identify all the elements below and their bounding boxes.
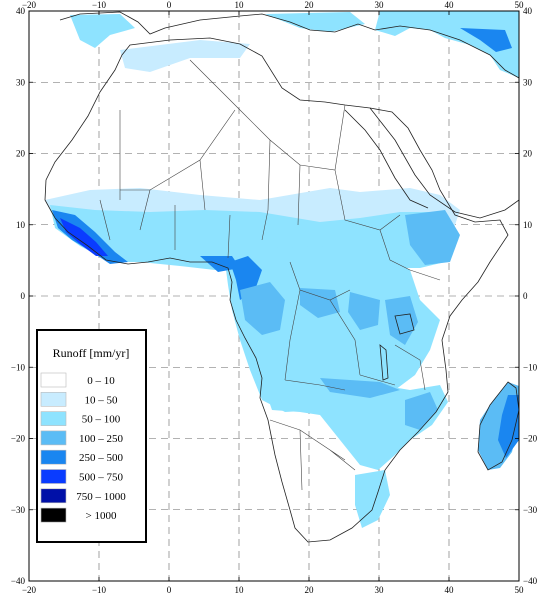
lat-tick-label-right: −20 (523, 434, 538, 444)
lat-tick-label-left: −10 (11, 362, 26, 372)
lon-tick-label-bottom: −10 (92, 585, 107, 595)
lon-tick-label-top: 30 (375, 0, 385, 10)
legend-swatch (40, 469, 67, 484)
runoff-zambezi (260, 375, 448, 470)
lon-tick-label-top: 10 (235, 0, 245, 10)
runoff-zambia-band (320, 378, 400, 398)
lat-tick-label-right: 40 (523, 6, 533, 16)
runoff-maghreb (120, 40, 250, 72)
lake-tanganyika (379, 344, 389, 381)
coastline-layer (44, 11, 519, 543)
arabia-coast (369, 107, 519, 219)
africa-coastline (44, 37, 509, 543)
lon-tick-label-bottom: 30 (375, 585, 385, 595)
runoff-nigeria-delta (200, 256, 240, 272)
lon-tick-label-top: 40 (445, 0, 455, 10)
legend-label: 0 – 10 (87, 375, 115, 387)
legend-title: Runoff [mm/yr] (53, 346, 130, 360)
lat-tick-label-left: 0 (21, 291, 26, 301)
lat-tick-label-left: −40 (11, 576, 26, 586)
right-axis-ticks: 40 30 20 10 0 −10 −20 −30 −40 (515, 6, 538, 586)
lon-tick-label-top: −20 (22, 0, 37, 10)
lat-tick-label-left: 40 (16, 6, 26, 16)
legend: Runoff [mm/yr] 0 – 10 10 – 50 50 – 100 100 … (36, 329, 147, 543)
europe-coast (59, 11, 519, 79)
legend-label: 10 – 50 (85, 394, 119, 406)
legend-label: > 1000 (86, 510, 117, 522)
legend-swatch (40, 507, 67, 523)
legend-label: 50 – 100 (82, 414, 121, 426)
lat-tick-label-left: 10 (16, 220, 26, 230)
runoff-shading (45, 11, 519, 528)
lat-tick-label-left: −30 (11, 505, 26, 515)
legend-swatch (40, 411, 67, 426)
runoff-congo-east (348, 292, 380, 330)
lake-victoria (394, 313, 415, 335)
lon-tick-label-top: 0 (167, 0, 172, 10)
border-layer (99, 59, 441, 491)
lon-tick-label-bottom: 50 (515, 585, 525, 595)
legend-label: 500 – 750 (79, 472, 124, 484)
legend-items: 0 – 10 10 – 50 50 – 100 100 – 250 250 – 500 5… (40, 372, 126, 523)
runoff-sa-coast (355, 470, 390, 528)
legend-swatch (40, 449, 67, 465)
lat-tick-label-right: 0 (523, 291, 528, 301)
red-sea-west (344, 109, 429, 209)
lat-tick-label-right: −10 (523, 362, 538, 372)
lon-tick-label-bottom: 10 (235, 585, 245, 595)
lat-tick-label-right: −30 (523, 505, 538, 515)
lat-tick-label-left: −20 (11, 434, 26, 444)
runoff-lakes (385, 296, 418, 345)
lon-tick-label-top: −10 (92, 0, 107, 10)
legend-swatch (40, 391, 67, 407)
legend-label: 100 – 250 (79, 433, 124, 445)
lon-tick-label-top: 20 (305, 0, 315, 10)
madagascar-coast (477, 381, 519, 471)
legend-swatch (40, 430, 67, 446)
runoff-italy (265, 12, 365, 32)
runoff-congo-core (300, 288, 340, 318)
lat-tick-label-left: 30 (16, 77, 26, 87)
lon-tick-label-bottom: 0 (167, 585, 172, 595)
bottom-axis-ticks: −20 −10 0 10 20 30 40 50 (22, 577, 524, 595)
lon-tick-label-bottom: 40 (445, 585, 455, 595)
lat-tick-label-right: −40 (523, 576, 538, 586)
runoff-ethiopia (405, 210, 460, 265)
border-lines (99, 59, 441, 491)
lat-tick-label-left: 20 (16, 149, 26, 159)
lon-tick-label-bottom: −20 (22, 585, 37, 595)
legend-label: 750 – 1000 (76, 491, 126, 503)
legend-swatch (40, 372, 67, 388)
legend-label: 250 – 500 (79, 452, 124, 464)
runoff-madagascar-east (498, 395, 519, 458)
runoff-iberia (70, 14, 135, 48)
legend-swatch (40, 488, 67, 504)
lon-tick-label-bottom: 20 (305, 585, 315, 595)
lat-tick-label-right: 20 (523, 149, 533, 159)
top-axis-ticks: −20 −10 0 10 20 30 40 50 (22, 0, 524, 15)
runoff-gabon (240, 282, 285, 335)
left-axis-ticks: 40 30 20 10 0 −10 −20 −30 −40 (11, 6, 33, 586)
runoff-mozambique-coast (405, 392, 438, 430)
lat-tick-label-right: 10 (523, 220, 533, 230)
lon-tick-label-top: 50 (515, 0, 525, 10)
lat-tick-label-right: 30 (523, 77, 533, 87)
runoff-guinea-core (60, 218, 108, 256)
runoff-congo (225, 246, 440, 412)
runoff-europe-coast-blue (460, 28, 512, 52)
